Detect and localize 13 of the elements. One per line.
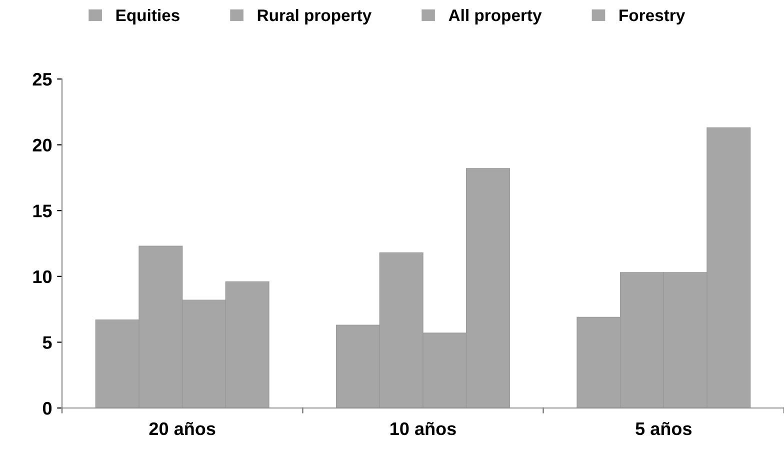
legend-label: Forestry bbox=[620, 10, 686, 25]
legend-label: Equities bbox=[116, 8, 180, 25]
x-tick-label: 20 años bbox=[149, 422, 216, 436]
y-tick-label: 25 bbox=[32, 72, 52, 86]
x-tick-label: 10 años bbox=[390, 422, 456, 436]
x-tick-label: 5 años bbox=[636, 422, 692, 436]
y-tick-label: 0 bbox=[42, 402, 52, 415]
legend-label: Rural property bbox=[258, 8, 372, 25]
y-tick-label: 10 bbox=[33, 270, 52, 284]
y-tick-label: 5 bbox=[42, 336, 52, 349]
legend-label: All property bbox=[448, 8, 542, 25]
y-tick-label: 15 bbox=[33, 204, 52, 218]
y-tick-label: 20 bbox=[32, 138, 52, 152]
